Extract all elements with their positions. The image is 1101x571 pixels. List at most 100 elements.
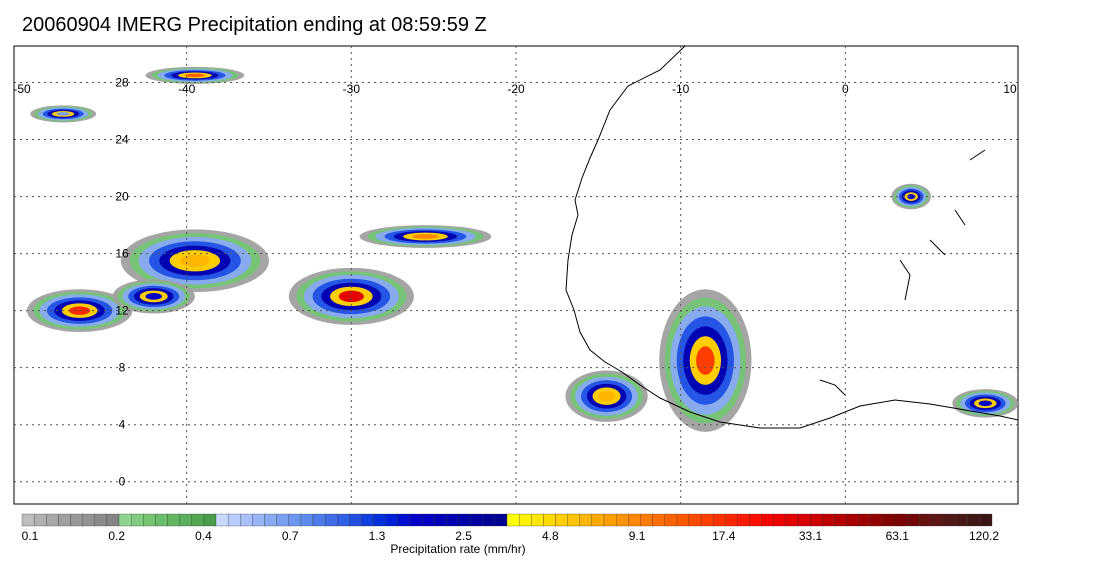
colorbar-cell-67: [834, 513, 847, 527]
colorbar-cell-31: [397, 513, 411, 527]
colorbar-cell-64: [797, 513, 811, 527]
inland-lakes: [819, 149, 986, 396]
colorbar-cell-62: [773, 513, 787, 527]
colorbar-cell-28: [361, 513, 374, 527]
colorbar-label-1: 0.2: [108, 529, 125, 543]
colorbar-cell-23: [300, 513, 314, 527]
colorbar-cell-49: [615, 513, 629, 527]
colorbar-cell-3: [58, 513, 71, 527]
lon-label-3: -20: [507, 82, 525, 96]
colorbar-cell-55: [688, 513, 702, 527]
colorbar-cell-20: [264, 513, 277, 527]
colorbar-cell-75: [931, 513, 944, 527]
colorbar-cell-39: [494, 513, 508, 527]
colorbar-cell-54: [676, 513, 690, 527]
colorbar-cell-61: [761, 513, 774, 527]
colorbar-cell-65: [809, 513, 823, 527]
colorbar-cell-60: [749, 513, 762, 527]
colorbar-cell-27: [349, 513, 362, 527]
lon-label-2: -30: [343, 82, 361, 96]
storm-6-core: [598, 391, 615, 402]
colorbar-cell-69: [858, 513, 871, 527]
colorbar-label-8: 17.4: [712, 529, 736, 543]
colorbar-cell-53: [664, 513, 677, 527]
colorbar-cell-79: [979, 513, 993, 527]
colorbar-cell-78: [967, 513, 981, 527]
colorbar-cell-12: [167, 513, 180, 527]
colorbar-label-10: 63.1: [886, 529, 910, 543]
colorbar: 0.1 0.2 0.4 0.7 1.3 2.5 4.8 9.1 17.4 33.1 63.1 120.…: [21, 513, 1000, 556]
colorbar-cell-9: [130, 513, 144, 527]
colorbar-cell-36: [458, 513, 471, 527]
colorbar-cell-56: [700, 513, 714, 527]
colorbar-cell-5: [82, 513, 95, 527]
colorbar-cell-76: [943, 513, 956, 527]
colorbar-label-7: 9.1: [629, 529, 646, 543]
colorbar-cell-6: [94, 513, 108, 527]
map-grid: [14, 46, 1018, 504]
coastline-layer: [565, 46, 1018, 429]
lat-label-5: 20: [115, 190, 129, 204]
colorbar-cell-42: [531, 513, 544, 527]
colorbar-cell-71: [882, 513, 896, 527]
colorbar-cell-48: [603, 513, 617, 527]
colorbar-cell-74: [919, 513, 932, 527]
colorbar-cell-11: [155, 513, 168, 527]
storm-0-core: [69, 306, 91, 315]
colorbar-cell-13: [179, 513, 192, 527]
lat-label-3: 12: [115, 304, 129, 318]
lon-label-1: -40: [178, 82, 196, 96]
storm-5-core: [696, 346, 715, 375]
colorbar-cell-32: [409, 513, 423, 527]
colorbar-cell-25: [324, 513, 338, 527]
lat-label-4: 16: [115, 247, 129, 261]
colorbar-cell-16: [215, 513, 229, 527]
colorbar-cell-1: [33, 513, 47, 527]
storm-2-core: [145, 292, 162, 300]
storm-3-core: [338, 290, 364, 303]
colorbar-cell-41: [518, 513, 532, 527]
lat-label-6: 24: [115, 133, 129, 147]
colorbar-cell-70: [870, 513, 884, 527]
colorbar-cell-22: [288, 513, 302, 527]
africa-coastline: [565, 46, 1018, 429]
colorbar-cell-40: [506, 513, 520, 527]
colorbar-cell-59: [737, 513, 750, 527]
colorbar-cell-68: [846, 513, 859, 527]
colorbar-cell-29: [373, 513, 386, 527]
colorbar-cell-43: [543, 513, 556, 527]
lon-label-4: -10: [672, 82, 690, 96]
colorbar-cell-34: [434, 513, 447, 527]
colorbar-cell-19: [252, 513, 265, 527]
colorbar-label-5: 2.5: [455, 529, 472, 543]
colorbar-label-6: 4.8: [542, 529, 559, 543]
colorbar-cell-66: [822, 513, 835, 527]
storm-7-core: [907, 194, 916, 200]
colorbar-cell-58: [725, 513, 738, 527]
colorbar-cell-33: [421, 513, 435, 527]
colorbar-labels: 0.1 0.2 0.4 0.7 1.3 2.5 4.8 9.1 17.4 33.1 63.1 120.…: [22, 529, 1000, 543]
colorbar-cell-73: [906, 513, 920, 527]
colorbar-cell-44: [555, 513, 568, 527]
colorbar-cell-24: [312, 513, 326, 527]
colorbar-cell-0: [21, 513, 35, 527]
storm-8-core: [978, 400, 992, 407]
lat-label-7: 28: [115, 76, 129, 90]
colorbar-cell-52: [652, 513, 665, 527]
colorbar-cell-10: [143, 513, 156, 527]
storm-4-core: [412, 234, 439, 239]
colorbar-cell-51: [640, 513, 653, 527]
colorbar-title: Precipitation rate (mm/hr): [390, 542, 525, 556]
colorbar-cell-46: [579, 513, 593, 527]
colorbar-cell-72: [894, 513, 908, 527]
colorbar-label-11: 120.2: [969, 529, 999, 543]
colorbar-label-9: 33.1: [799, 529, 823, 543]
colorbar-cell-57: [712, 513, 726, 527]
lon-label-5: 0: [842, 82, 849, 96]
colorbar-cell-50: [628, 513, 641, 527]
colorbar-label-3: 0.7: [282, 529, 299, 543]
colorbar-cell-77: [955, 513, 968, 527]
storm-10-core: [56, 112, 70, 116]
colorbar-label-0: 0.1: [22, 529, 39, 543]
colorbar-cell-18: [240, 513, 253, 527]
